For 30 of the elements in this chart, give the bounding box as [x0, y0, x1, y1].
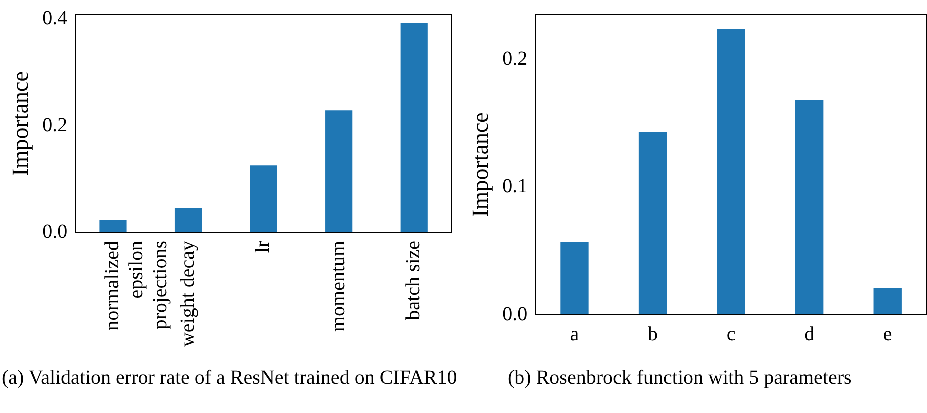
y-tick-label: 0.4: [42, 8, 68, 30]
y-tick-label: 0.2: [42, 114, 68, 136]
bar: [400, 24, 428, 233]
y-axis-title: Importance: [468, 112, 493, 218]
x-tick-label: weight decay: [176, 240, 199, 348]
y-tick-label: 0.2: [502, 48, 528, 70]
bar: [638, 132, 668, 315]
bar: [874, 288, 902, 315]
bar: [717, 29, 746, 315]
bar: [174, 208, 202, 233]
y-tick-label: 0.0: [502, 303, 528, 326]
x-tick-label: d: [804, 323, 815, 346]
x-tick-label: momentum: [327, 240, 350, 332]
text: (b) Rosenbrock function with 5 parameters: [508, 366, 853, 390]
y-tick-label: 0.1: [502, 176, 528, 198]
bar: [100, 220, 127, 233]
x-tick-label: b: [648, 323, 658, 346]
bar: [560, 242, 589, 315]
x-tick-label: normalized epsilon projections: [101, 240, 172, 331]
x-tick-label: batch size: [402, 240, 425, 320]
bar: [795, 100, 824, 315]
bar: [326, 110, 353, 233]
y-tick-label: 0.0: [42, 221, 68, 244]
y-axis-title: Importance: [8, 72, 33, 176]
text: (a) Validation error rate of a ResNet trained on CIFAR10: [2, 366, 458, 390]
x-tick-label: c: [726, 323, 736, 346]
x-tick-label: lr: [252, 240, 274, 254]
bar: [250, 166, 278, 233]
x-tick-label: e: [883, 323, 892, 346]
x-tick-label: a: [570, 323, 580, 346]
